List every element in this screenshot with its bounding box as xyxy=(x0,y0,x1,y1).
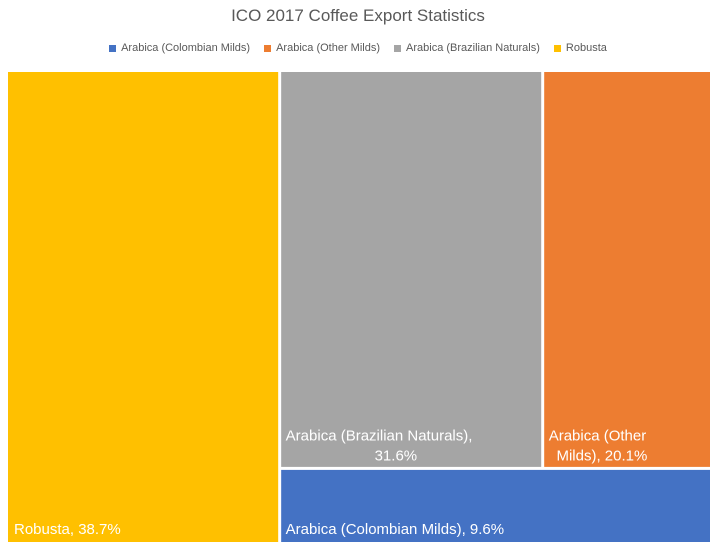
legend-swatch xyxy=(109,44,117,52)
tile-arabica-other-milds: Arabica (Other Milds), 20.1% xyxy=(544,72,710,467)
legend-item-arabica-brazilian-naturals: Arabica (Brazilian Naturals) xyxy=(394,42,540,54)
legend-item-arabica-colombian-milds: Arabica (Colombian Milds) xyxy=(109,42,250,54)
legend-label: Arabica (Brazilian Naturals) xyxy=(406,42,540,54)
chart-legend: Arabica (Colombian Milds) Arabica (Other … xyxy=(0,42,716,54)
tile-rect xyxy=(281,72,542,467)
tile-label: Arabica (Brazilian Naturals), xyxy=(286,427,473,444)
tile-rect xyxy=(8,72,279,542)
tile-arabica-colombian-milds: Arabica (Colombian Milds), 9.6% xyxy=(281,469,710,542)
legend-item-robusta: Robusta xyxy=(553,42,607,54)
tile-arabica-brazilian-naturals: Arabica (Brazilian Naturals), 31.6% xyxy=(281,72,542,467)
chart-title: ICO 2017 Coffee Export Statistics xyxy=(231,6,485,25)
tile-label: 31.6% xyxy=(375,447,418,464)
legend-label: Arabica (Other Milds) xyxy=(276,42,381,54)
tile-rect xyxy=(544,72,710,467)
tile-label: Robusta, 38.7% xyxy=(14,521,121,538)
legend-label: Robusta xyxy=(565,42,607,54)
tile-robusta: Robusta, 38.7% xyxy=(8,72,279,542)
legend-label: Arabica (Colombian Milds) xyxy=(121,42,251,54)
tile-label: Arabica (Other xyxy=(549,427,647,444)
legend-item-arabica-other-milds: Arabica (Other Milds) xyxy=(264,42,380,54)
tile-label: Arabica (Colombian Milds), 9.6% xyxy=(286,521,504,538)
legend-swatch xyxy=(553,44,561,52)
tile-rect xyxy=(281,469,710,542)
legend-swatch xyxy=(394,44,402,52)
tile-label: Milds), 20.1% xyxy=(556,447,647,464)
legend-swatch xyxy=(264,44,272,52)
